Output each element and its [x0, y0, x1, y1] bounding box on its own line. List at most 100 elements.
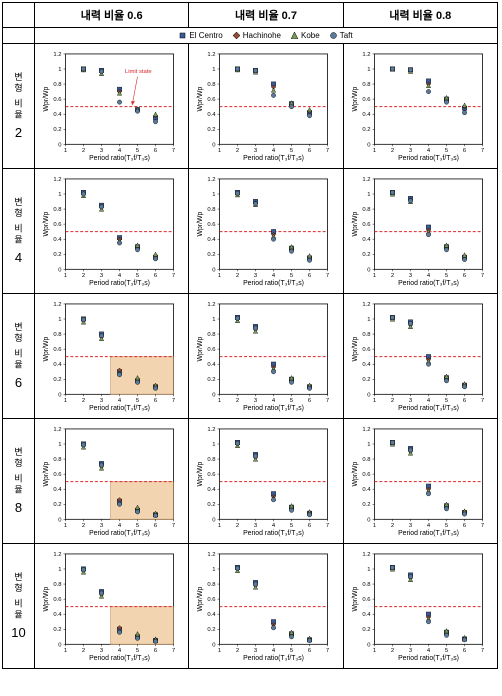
- svg-text:3: 3: [254, 148, 258, 154]
- svg-text:0.4: 0.4: [362, 612, 371, 618]
- svg-text:0.2: 0.2: [362, 377, 370, 383]
- svg-text:1: 1: [213, 442, 216, 448]
- svg-text:Wpr/Wp: Wpr/Wp: [43, 337, 50, 362]
- svg-text:3: 3: [254, 273, 258, 279]
- svg-text:2: 2: [391, 148, 394, 154]
- scatter-chart: 00.20.40.60.811.21234567Period ratio(T₃f…: [38, 297, 185, 415]
- svg-text:1.2: 1.2: [362, 552, 370, 558]
- legend-item: Kobe: [291, 31, 320, 40]
- svg-text:1: 1: [58, 442, 61, 448]
- svg-text:0: 0: [213, 517, 217, 523]
- svg-text:0: 0: [367, 392, 371, 398]
- svg-text:Wpr/Wp: Wpr/Wp: [197, 87, 204, 112]
- svg-text:4: 4: [427, 398, 431, 404]
- svg-text:4: 4: [272, 273, 276, 279]
- svg-text:0.8: 0.8: [362, 207, 371, 213]
- row-header: 변형 비율2: [3, 44, 35, 168]
- svg-text:0.4: 0.4: [208, 487, 217, 493]
- svg-text:2: 2: [82, 648, 85, 654]
- svg-text:Period ratio(T₃f/T₃s): Period ratio(T₃f/T₃s): [89, 405, 150, 412]
- row-label-text: 변형 비율: [12, 72, 25, 121]
- svg-text:3: 3: [100, 523, 104, 529]
- svg-text:0.2: 0.2: [53, 502, 61, 508]
- svg-text:0.6: 0.6: [362, 347, 371, 353]
- svg-text:3: 3: [409, 523, 413, 529]
- svg-text:Period ratio(T₃f/T₃s): Period ratio(T₃f/T₃s): [243, 655, 304, 662]
- corner-cell: [3, 3, 35, 28]
- svg-text:Wpr/Wp: Wpr/Wp: [43, 212, 50, 237]
- svg-text:1.2: 1.2: [208, 552, 216, 558]
- diamond-icon: [233, 32, 240, 39]
- svg-text:6: 6: [154, 523, 158, 529]
- col-header-1: 내력 비율 0.7: [188, 3, 342, 28]
- svg-text:6: 6: [154, 648, 158, 654]
- svg-text:7: 7: [326, 148, 329, 154]
- svg-text:2: 2: [236, 523, 239, 529]
- svg-text:2: 2: [82, 148, 85, 154]
- svg-text:5: 5: [445, 148, 449, 154]
- svg-text:1: 1: [64, 148, 67, 154]
- svg-text:1.2: 1.2: [53, 552, 61, 558]
- svg-text:3: 3: [100, 148, 104, 154]
- row-number: 6: [15, 375, 22, 390]
- svg-text:6: 6: [308, 523, 312, 529]
- svg-text:Wpr/Wp: Wpr/Wp: [43, 87, 50, 112]
- circle-icon: [330, 32, 337, 39]
- svg-text:0.4: 0.4: [362, 487, 371, 493]
- svg-text:4: 4: [118, 398, 122, 404]
- svg-text:Wpr/Wp: Wpr/Wp: [43, 587, 50, 612]
- svg-text:1: 1: [213, 567, 216, 573]
- svg-text:0.8: 0.8: [53, 207, 62, 213]
- svg-text:6: 6: [308, 273, 312, 279]
- svg-text:6: 6: [463, 523, 467, 529]
- svg-text:6: 6: [463, 648, 467, 654]
- svg-text:0.4: 0.4: [362, 362, 371, 368]
- svg-text:7: 7: [481, 648, 484, 654]
- svg-text:4: 4: [427, 523, 431, 529]
- svg-text:4: 4: [427, 648, 431, 654]
- svg-text:0.8: 0.8: [362, 82, 371, 88]
- svg-text:Limit state: Limit state: [125, 69, 152, 75]
- svg-text:0: 0: [213, 392, 217, 398]
- svg-text:1: 1: [218, 648, 221, 654]
- svg-text:5: 5: [290, 398, 294, 404]
- svg-text:6: 6: [308, 398, 312, 404]
- svg-text:0.6: 0.6: [53, 597, 62, 603]
- svg-text:0: 0: [367, 517, 371, 523]
- svg-text:4: 4: [427, 273, 431, 279]
- svg-text:5: 5: [290, 148, 294, 154]
- svg-text:0.2: 0.2: [53, 252, 61, 258]
- svg-text:0.6: 0.6: [208, 97, 217, 103]
- row-label-text: 변형 비율: [12, 447, 25, 496]
- svg-text:2: 2: [391, 648, 394, 654]
- svg-text:5: 5: [136, 523, 140, 529]
- svg-text:0: 0: [58, 267, 62, 273]
- chart-cell: 00.20.40.60.811.21234567Period ratio(T₃f…: [35, 294, 188, 418]
- svg-text:0.8: 0.8: [208, 207, 217, 213]
- header-row: 내력 비율 0.6 내력 비율 0.7 내력 비율 0.8: [3, 3, 497, 28]
- svg-text:0: 0: [367, 267, 371, 273]
- svg-text:Period ratio(T₃f/T₃s): Period ratio(T₃f/T₃s): [398, 155, 459, 162]
- svg-text:0.4: 0.4: [208, 612, 217, 618]
- svg-text:Period ratio(T₃f/T₃s): Period ratio(T₃f/T₃s): [243, 155, 304, 162]
- svg-text:0.6: 0.6: [362, 597, 371, 603]
- svg-text:7: 7: [481, 398, 484, 404]
- svg-text:1: 1: [367, 192, 370, 198]
- svg-text:0: 0: [58, 517, 62, 523]
- svg-text:0.2: 0.2: [362, 252, 370, 258]
- svg-text:Period ratio(T₃f/T₃s): Period ratio(T₃f/T₃s): [398, 280, 459, 287]
- chart-cell: 00.20.40.60.811.21234567Period ratio(T₃f…: [188, 44, 342, 168]
- scatter-chart: 00.20.40.60.811.21234567Period ratio(T₃f…: [192, 547, 339, 665]
- svg-text:6: 6: [463, 273, 467, 279]
- data-row: 변형 비율400.20.40.60.811.21234567Period rat…: [3, 168, 497, 293]
- svg-text:7: 7: [481, 273, 484, 279]
- svg-text:1: 1: [64, 273, 67, 279]
- svg-text:1: 1: [64, 523, 67, 529]
- svg-text:2: 2: [82, 398, 85, 404]
- svg-text:6: 6: [308, 648, 312, 654]
- chart-cell: 00.20.40.60.811.21234567Period ratio(T₃f…: [35, 544, 188, 668]
- scatter-chart: 00.20.40.60.811.21234567Period ratio(T₃f…: [38, 422, 185, 540]
- scatter-chart: 00.20.40.60.811.21234567Period ratio(T₃f…: [192, 172, 339, 290]
- svg-text:1: 1: [64, 648, 67, 654]
- svg-text:0.8: 0.8: [362, 582, 371, 588]
